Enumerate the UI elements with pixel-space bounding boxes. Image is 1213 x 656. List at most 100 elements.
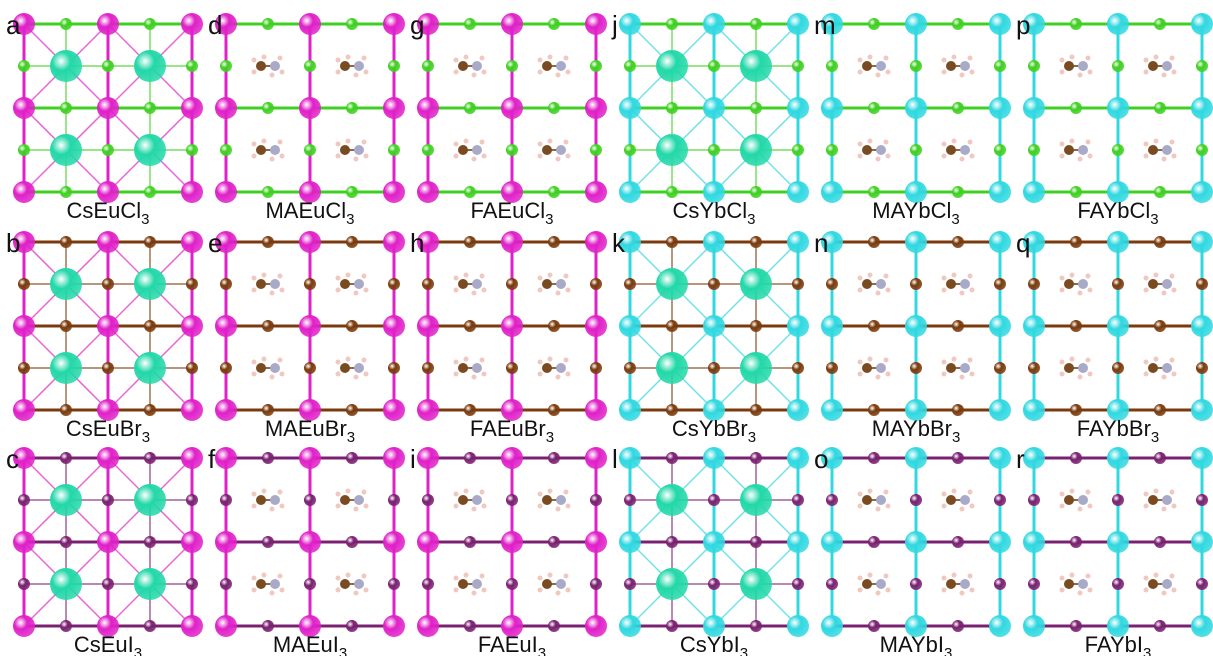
halide-atom	[548, 102, 560, 114]
halide-atom	[144, 452, 156, 464]
halide-atom	[18, 578, 30, 590]
panel-letter: o	[814, 444, 828, 474]
halide-atom	[750, 186, 762, 198]
hydrogen	[1171, 587, 1177, 593]
hydrogen	[251, 371, 257, 377]
hydrogen	[335, 575, 341, 581]
halide-atom	[1196, 144, 1208, 156]
b-site-atom	[383, 315, 405, 337]
nitrogen	[1162, 145, 1172, 155]
panel-caption: FAYbBr3	[1077, 416, 1160, 446]
hydrogen	[1059, 359, 1065, 365]
hydrogen	[471, 156, 477, 162]
halide-atom	[464, 452, 476, 464]
carbon	[256, 495, 266, 505]
halide-atom	[506, 362, 518, 374]
b-site-atom	[619, 315, 641, 337]
carbon	[1148, 145, 1158, 155]
molecule	[941, 54, 975, 78]
hydrogen	[883, 55, 889, 61]
molecule	[335, 138, 369, 162]
halide-atom	[304, 144, 316, 156]
hydrogen	[479, 357, 485, 363]
b-site-atom	[299, 615, 321, 637]
halide-atom	[1154, 404, 1166, 416]
halide-atom	[388, 278, 400, 290]
b-site-atom	[989, 615, 1011, 637]
hydrogen	[335, 275, 341, 281]
halide-atom	[792, 60, 804, 72]
b-site-atom	[383, 615, 405, 637]
b-site-atom	[417, 181, 439, 203]
b-site-atom	[299, 97, 321, 119]
panel-letter: p	[1016, 10, 1030, 40]
a-site-atom	[656, 568, 688, 600]
molecule	[1143, 488, 1177, 512]
halide-atom	[304, 278, 316, 290]
halide-atom	[952, 536, 964, 548]
nitrogen	[1078, 363, 1088, 373]
hydrogen	[537, 359, 543, 365]
hydrogen	[279, 69, 285, 75]
halide-atom	[388, 144, 400, 156]
hydrogen	[261, 138, 267, 144]
hydrogen	[345, 138, 351, 144]
b-site-atom	[1191, 399, 1213, 421]
panel-caption: FAEuBr3	[470, 416, 554, 446]
formula: MAEuCl	[265, 198, 346, 223]
hydrogen	[857, 371, 863, 377]
molecule	[335, 572, 369, 596]
hydrogen	[453, 371, 459, 377]
b-site-atom	[1023, 399, 1045, 421]
hydrogen	[857, 503, 863, 509]
nitrogen	[270, 61, 280, 71]
hydrogen	[361, 55, 367, 61]
b-site-atom	[1191, 181, 1213, 203]
hydrogen	[563, 273, 569, 279]
carbon	[542, 145, 552, 155]
halide-atom	[102, 144, 114, 156]
halide-atom	[144, 536, 156, 548]
subscript: 3	[951, 211, 959, 228]
halide-atom	[750, 236, 762, 248]
b-site-atom	[299, 447, 321, 469]
b-site-atom	[989, 399, 1011, 421]
hydrogen	[867, 54, 873, 60]
hydrogen	[1087, 287, 1093, 293]
b-site-atom	[821, 531, 843, 553]
halide-atom	[18, 144, 30, 156]
nitrogen	[960, 495, 970, 505]
halide-atom	[590, 60, 602, 72]
b-site-atom	[619, 13, 641, 35]
b-site-atom	[13, 615, 35, 637]
halide-atom	[666, 186, 678, 198]
hydrogen	[555, 374, 561, 380]
b-site-atom	[1023, 531, 1045, 553]
panel-letter: d	[208, 10, 222, 40]
halide-atom	[624, 578, 636, 590]
panel-letter: l	[612, 444, 618, 474]
hydrogen	[363, 287, 369, 293]
panel: f MAEuI3	[208, 444, 405, 656]
carbon	[1064, 363, 1074, 373]
b-site-atom	[299, 531, 321, 553]
b-site-atom	[181, 615, 203, 637]
b-site-atom	[703, 615, 725, 637]
hydrogen	[363, 69, 369, 75]
b-site-atom	[989, 13, 1011, 35]
formula: MAYbCl	[872, 198, 951, 223]
halide-atom	[346, 536, 358, 548]
halide-atom	[590, 144, 602, 156]
halide-atom	[826, 578, 838, 590]
carbon	[458, 579, 468, 589]
halide-atom	[102, 578, 114, 590]
hydrogen	[959, 374, 965, 380]
halide-atom	[422, 494, 434, 506]
hydrogen	[353, 290, 359, 296]
hydrogen	[547, 572, 553, 578]
hydrogen	[345, 54, 351, 60]
hydrogen	[1171, 371, 1177, 377]
b-site-atom	[787, 615, 809, 637]
panel: e MAEuBr3	[208, 228, 405, 446]
panel: q FAYbBr3	[1016, 228, 1213, 446]
